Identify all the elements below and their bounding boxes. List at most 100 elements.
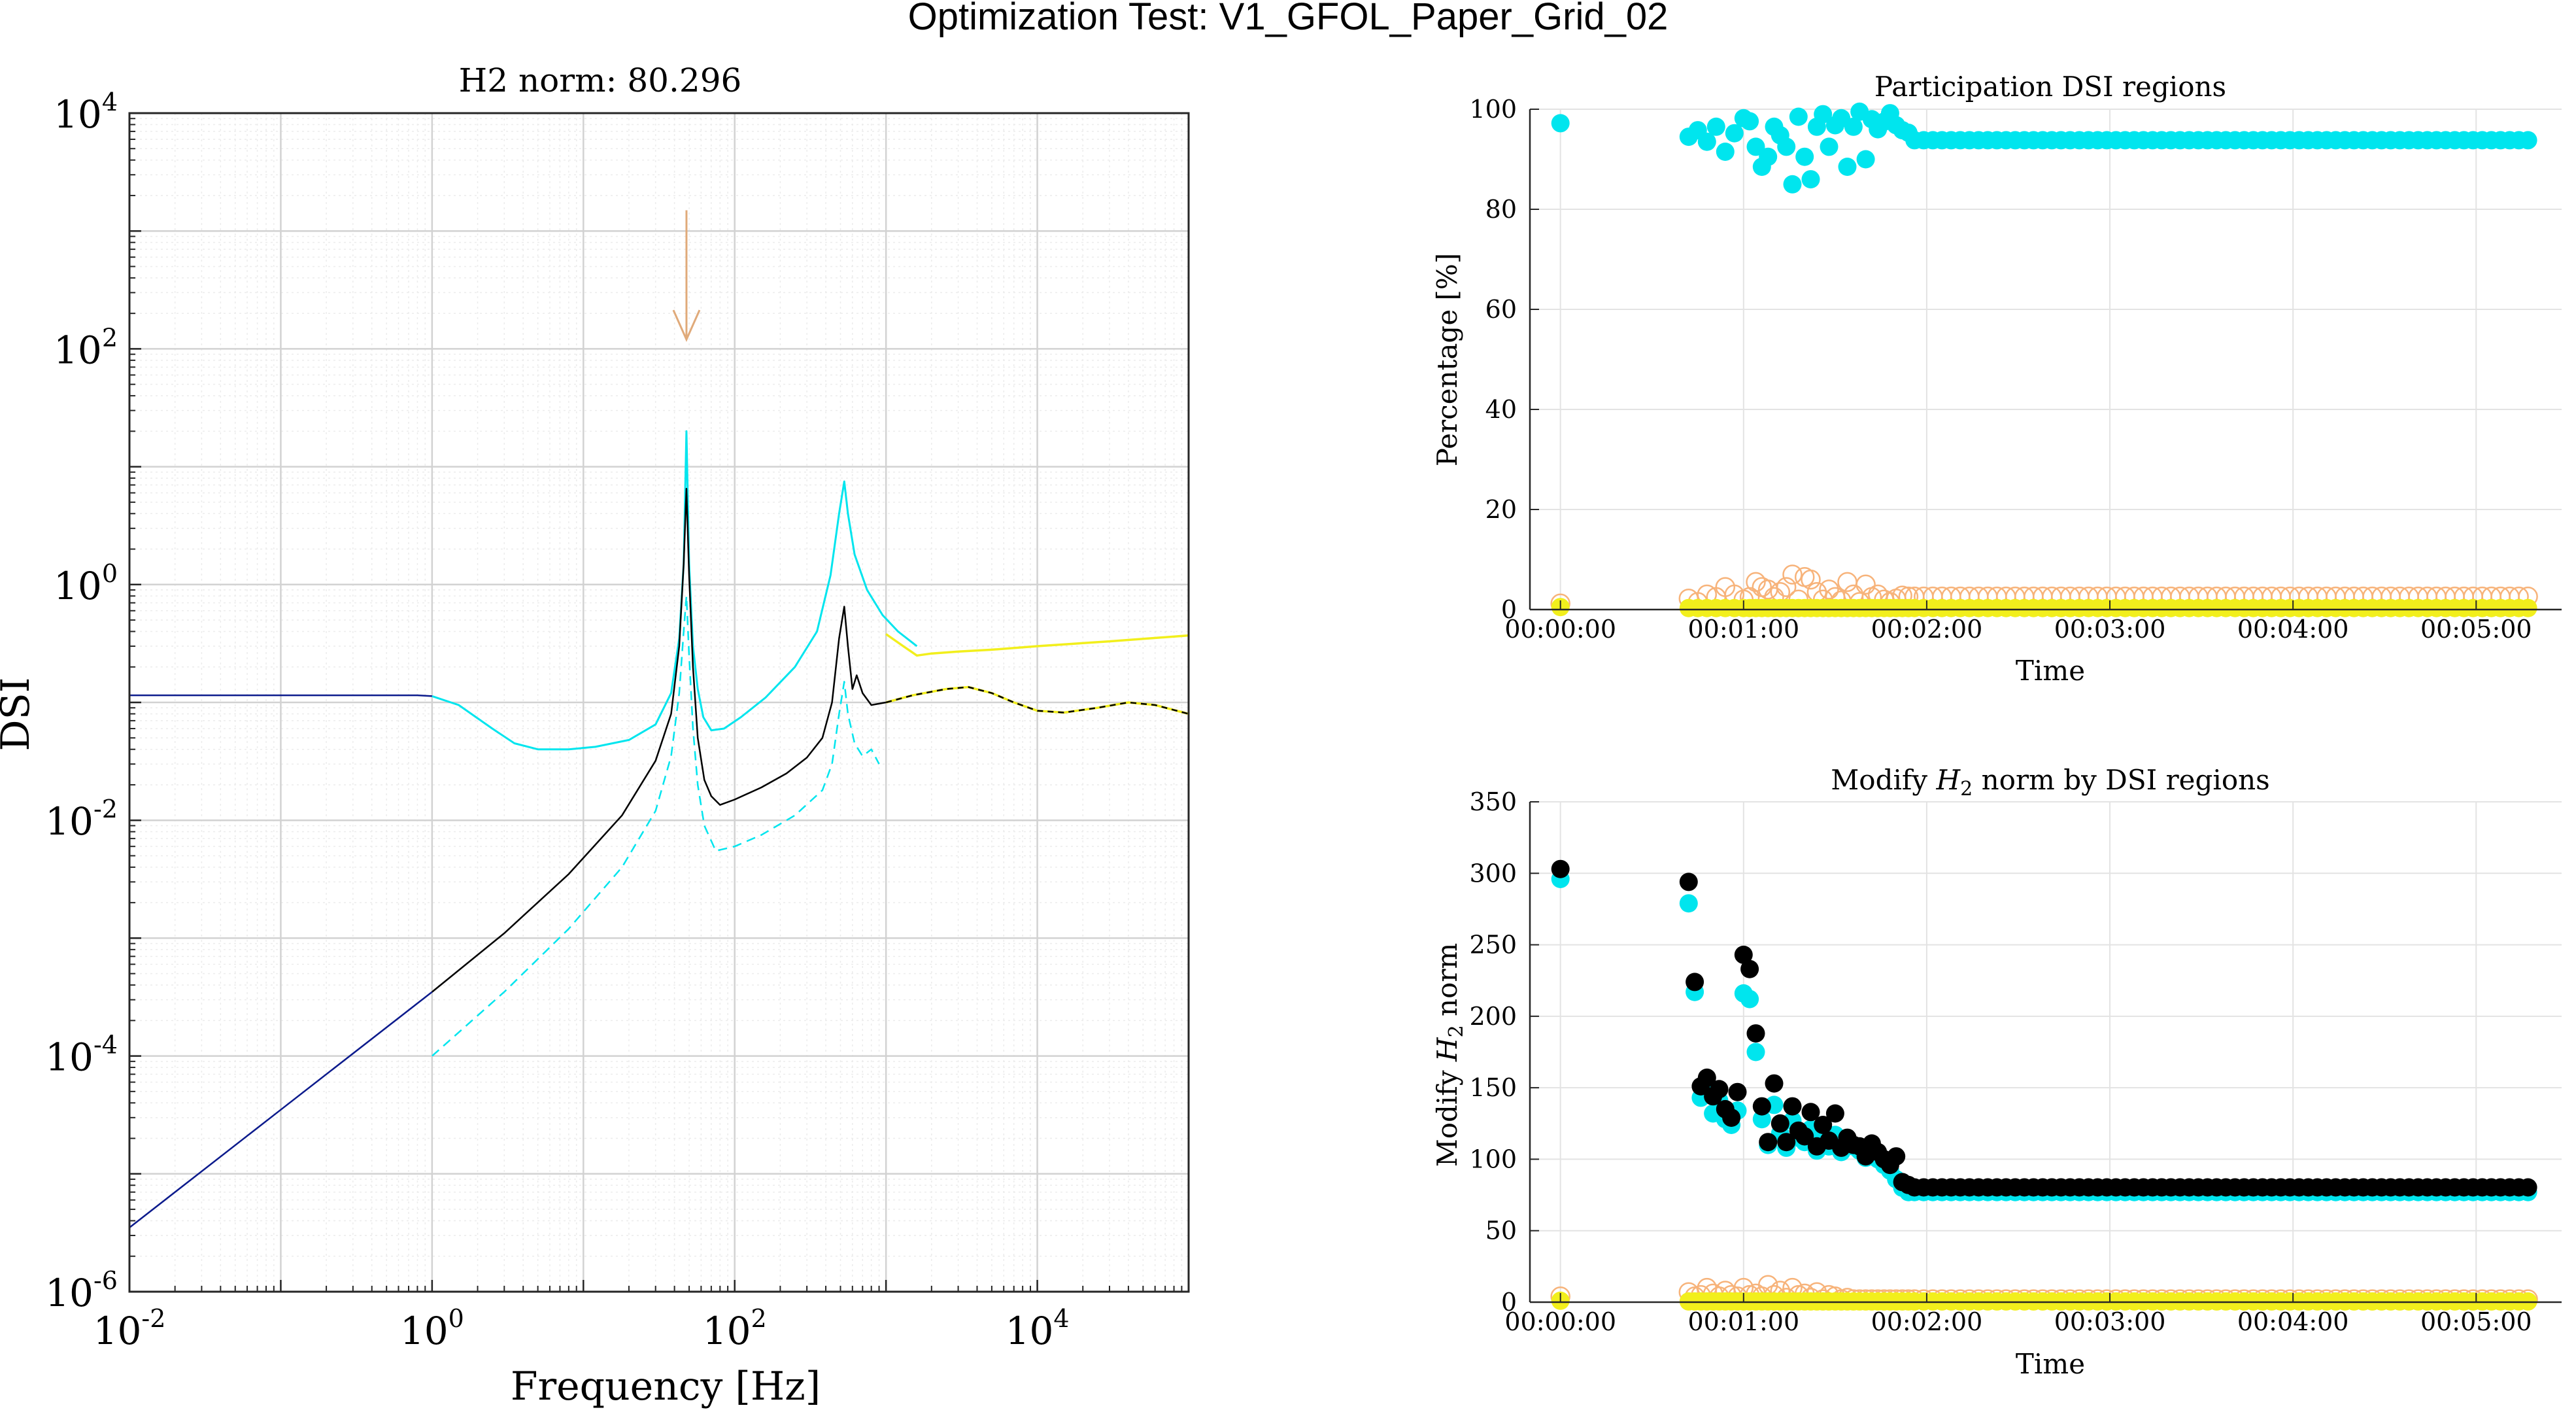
c3-point-black <box>1722 1109 1741 1127</box>
chart1-axes <box>128 112 1190 1293</box>
c2-point-cyan <box>1551 114 1570 133</box>
c2-point-cyan <box>1716 143 1735 161</box>
chart1-xlabel: Frequency [Hz] <box>511 1364 821 1409</box>
figure-suptitle: Optimization Test: V1_GFOL_Paper_Grid_02 <box>908 0 1669 38</box>
c3-y-tick-label: 300 <box>1469 859 1517 888</box>
c2-y-tick-label: 0 <box>1501 595 1517 624</box>
chart1-y-tick-label: 104 <box>54 88 118 137</box>
c2-x-tick-label: 00:02:00 <box>1871 615 1983 644</box>
c2-point-orange <box>1819 579 1839 600</box>
c2-point-cyan <box>1740 112 1759 131</box>
c2-point-cyan <box>1783 175 1802 194</box>
c3-point-cyan <box>1679 894 1698 913</box>
c3-point-black <box>1679 872 1698 891</box>
chart1-ylabel: DSI <box>0 678 39 751</box>
chart2-tick-labels: 00:00:00 00:01:00 00:02:00 00:03:00 00:04:00… <box>1469 95 2532 644</box>
c2-point-cyan <box>1789 107 1808 126</box>
c3-point-black <box>1752 1097 1771 1116</box>
c3-point-black <box>1746 1024 1765 1043</box>
c2-point-cyan <box>1795 147 1814 166</box>
chart1-y-tick-label: 10-2 <box>45 795 118 844</box>
chart1-y-tick-label: 10-6 <box>45 1266 118 1315</box>
c3-point-black <box>1759 1133 1778 1152</box>
chart3-axes <box>1529 801 2562 1303</box>
chart1-y-tick-label: 102 <box>54 323 118 372</box>
c3-point-black <box>1710 1080 1729 1099</box>
chart1-grid <box>128 112 1190 1293</box>
c2-point-orange <box>1856 574 1876 595</box>
c2-point-orange <box>1782 564 1803 585</box>
chart2-plot-area <box>1550 102 2538 617</box>
chart3-ylabel: Modify H2 norm <box>1431 943 1468 1167</box>
chart1-series-black-solid <box>432 488 887 993</box>
c3-x-tick-label: 00:02:00 <box>1871 1307 1983 1336</box>
c2-point-cyan <box>1725 124 1744 143</box>
c2-point-cyan <box>1706 117 1725 136</box>
c2-x-tick-label: 00:01:00 <box>1687 615 1799 644</box>
c2-point-yellow <box>2518 598 2537 617</box>
c3-y-tick-label: 250 <box>1469 931 1517 959</box>
c2-x-tick-label: 00:05:00 <box>2420 615 2532 644</box>
c2-point-cyan <box>1838 158 1857 176</box>
c2-x-tick-label: 00:04:00 <box>2237 615 2349 644</box>
chart1-series-cyan-dashed <box>432 595 880 1057</box>
c2-point-orange <box>1746 572 1766 593</box>
c3-point-black <box>1697 1068 1716 1087</box>
chart3-tick-labels: 00:00:00 00:01:00 00:02:00 00:03:00 00:04:00… <box>1469 787 2532 1336</box>
c2-point-cyan <box>1746 137 1765 156</box>
c3-point-black <box>1801 1103 1820 1122</box>
c3-y-tick-label: 150 <box>1469 1073 1517 1102</box>
h2-norm-chart: Modify H2 norm by DSI regions 00:00:00 00… <box>1431 764 2562 1380</box>
c2-point-cyan <box>1820 137 1839 156</box>
chart1-plot-area <box>129 210 1189 1228</box>
c3-x-tick-label: 00:01:00 <box>1687 1307 1799 1336</box>
c2-y-tick-label: 40 <box>1485 395 1517 424</box>
c3-y-tick-label: 0 <box>1501 1288 1517 1317</box>
c3-point-black <box>1825 1104 1844 1123</box>
c3-y-tick-label: 200 <box>1469 1002 1517 1031</box>
c2-x-tick-label: 00:00:00 <box>1504 615 1616 644</box>
c3-point-black <box>1686 973 1704 992</box>
c3-point-black <box>1551 859 1570 878</box>
c3-point-black <box>1728 1082 1747 1101</box>
c2-point-cyan <box>1777 137 1796 156</box>
c3-point-cyan <box>1752 1110 1771 1129</box>
chart1-x-tick-label: 102 <box>703 1304 767 1353</box>
chart1-annotation-arrow-head <box>672 309 701 342</box>
chart2-ylabel: Percentage [%] <box>1431 253 1463 466</box>
chart1-x-tick-label: 104 <box>1006 1304 1070 1353</box>
c3-point-black <box>1771 1114 1789 1133</box>
c3-x-tick-label: 00:05:00 <box>2420 1307 2532 1336</box>
c3-y-tick-label: 50 <box>1485 1216 1517 1245</box>
chart1-y-tick-label: 100 <box>54 559 118 608</box>
chart1-tick-labels: 10-2 100 102 104 104 102 100 10-2 10-4 10-6 <box>45 88 1069 1353</box>
c2-point-cyan <box>1697 132 1716 151</box>
c3-y-tick-label: 350 <box>1469 787 1517 816</box>
participation-chart: Participation DSI regions 00:00:00 00:01:… <box>1431 71 2562 687</box>
c2-y-tick-label: 100 <box>1469 95 1517 124</box>
dsi-frequency-chart: H2 norm: 80.296 10-2 100 102 104 104 102 100 10… <box>0 61 1190 1409</box>
c3-point-black <box>1783 1097 1802 1116</box>
chart1-title: H2 norm: 80.296 <box>459 61 742 99</box>
c2-point-orange <box>1801 569 1821 590</box>
chart1-x-tick-label: 100 <box>400 1304 464 1353</box>
chart1-series-cyan-solid <box>432 430 918 751</box>
chart3-title: Modify H2 norm by DSI regions <box>1831 764 2269 801</box>
chart2-title: Participation DSI regions <box>1874 71 2226 103</box>
chart1-x-tick-label: 10-2 <box>93 1304 166 1353</box>
c3-point-black <box>1887 1147 1906 1166</box>
chart1-series-navy-solid <box>129 694 432 697</box>
c3-x-tick-label: 00:04:00 <box>2237 1307 2349 1336</box>
c2-x-tick-label: 00:03:00 <box>2054 615 2166 644</box>
c3-point-black <box>1765 1074 1784 1093</box>
chart1-series-black-dashed <box>885 686 1189 715</box>
c2-y-tick-label: 80 <box>1485 195 1517 224</box>
c3-x-tick-label: 00:03:00 <box>2054 1307 2166 1336</box>
c3-point-black <box>1814 1116 1833 1134</box>
c3-y-tick-label: 100 <box>1469 1145 1517 1173</box>
c3-point-cyan <box>1740 990 1759 1009</box>
c3-point-black <box>1777 1133 1796 1152</box>
chart2-axes <box>1529 109 2562 611</box>
c3-x-tick-label: 00:00:00 <box>1504 1307 1616 1336</box>
